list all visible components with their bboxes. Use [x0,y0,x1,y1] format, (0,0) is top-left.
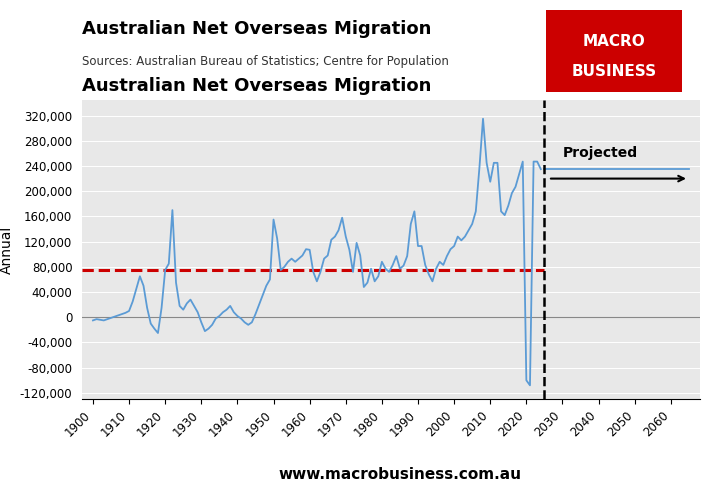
Y-axis label: Annual: Annual [0,226,14,273]
Text: Projected: Projected [563,146,638,160]
Text: Australian Net Overseas Migration: Australian Net Overseas Migration [82,20,431,38]
Text: Sources: Australian Bureau of Statistics; Centre for Population: Sources: Australian Bureau of Statistics… [82,55,449,68]
Legend: NOM, Average NOM (1901 to 2018): NOM, Average NOM (1901 to 2018) [136,496,461,499]
Text: MACRO: MACRO [583,34,645,49]
Text: BUSINESS: BUSINESS [571,64,657,79]
Text: www.macrobusiness.com.au: www.macrobusiness.com.au [278,467,521,482]
Text: Australian Net Overseas Migration: Australian Net Overseas Migration [82,77,431,95]
